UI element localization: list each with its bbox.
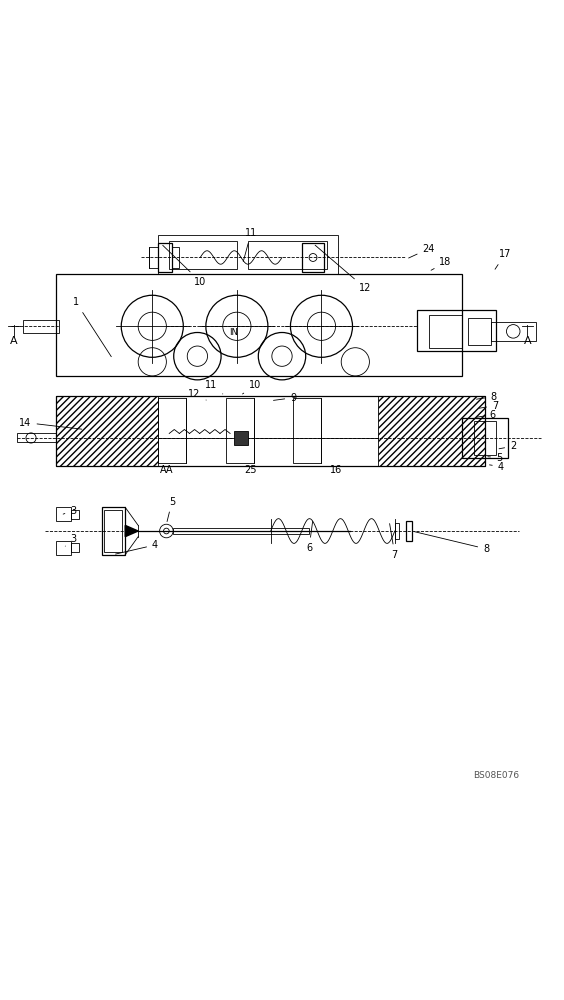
Text: 2: 2	[499, 441, 517, 451]
Text: 8: 8	[415, 532, 489, 554]
Bar	[158, 235, 338, 274]
Bar	[417, 310, 496, 351]
Bar	[56, 396, 485, 466]
Text: 3: 3	[65, 534, 76, 546]
Text: 4: 4	[490, 462, 504, 472]
Bar	[302, 243, 324, 272]
Bar	[56, 507, 70, 521]
Polygon shape	[125, 525, 138, 537]
Bar	[23, 320, 59, 333]
Bar	[158, 398, 186, 463]
Bar	[17, 433, 56, 442]
Text: 7: 7	[479, 401, 499, 411]
Text: 25: 25	[245, 465, 257, 475]
Text: AA: AA	[160, 465, 173, 475]
Text: 7: 7	[390, 524, 398, 560]
Bar	[169, 241, 237, 269]
Bar	[70, 543, 79, 552]
Text: 10: 10	[163, 245, 206, 287]
Text: 9: 9	[274, 393, 296, 403]
Text: 18: 18	[431, 257, 452, 270]
Text: 17: 17	[495, 249, 511, 269]
Bar	[104, 510, 122, 552]
Bar	[56, 541, 70, 555]
Bar	[468, 318, 491, 345]
Text: 24: 24	[408, 244, 435, 258]
Text: 5: 5	[488, 453, 503, 463]
Bar	[102, 507, 125, 555]
Bar	[56, 274, 462, 376]
Text: 11: 11	[243, 228, 257, 262]
Bar	[158, 243, 172, 272]
Text: BS08E076: BS08E076	[473, 771, 519, 780]
Text: 10: 10	[243, 380, 261, 394]
Bar	[429, 315, 462, 348]
Text: 1: 1	[73, 297, 111, 357]
Bar	[173, 528, 309, 534]
Bar	[293, 398, 321, 463]
Bar	[149, 247, 158, 268]
Text: 11: 11	[205, 380, 223, 394]
Bar	[172, 247, 179, 268]
Bar	[56, 396, 158, 466]
Text: 6: 6	[306, 521, 312, 553]
Bar	[234, 431, 248, 445]
Bar	[378, 396, 485, 466]
Text: 8: 8	[477, 392, 496, 402]
Text: 12: 12	[315, 245, 372, 293]
Text: 3: 3	[63, 506, 76, 516]
Bar	[462, 418, 508, 458]
Bar	[226, 398, 254, 463]
Text: 5: 5	[167, 497, 175, 522]
Text: A: A	[10, 336, 18, 346]
Text: 4: 4	[116, 540, 158, 554]
Bar	[491, 322, 536, 341]
Text: 14: 14	[19, 418, 82, 429]
Text: 6: 6	[477, 410, 496, 420]
Bar	[248, 241, 327, 269]
Bar	[395, 523, 399, 539]
Text: A: A	[523, 336, 531, 346]
Text: IN: IN	[230, 328, 239, 337]
Bar	[474, 421, 496, 455]
Bar	[70, 510, 79, 519]
Text: 16: 16	[329, 465, 342, 475]
Text: 12: 12	[188, 389, 206, 400]
Bar	[406, 521, 412, 541]
